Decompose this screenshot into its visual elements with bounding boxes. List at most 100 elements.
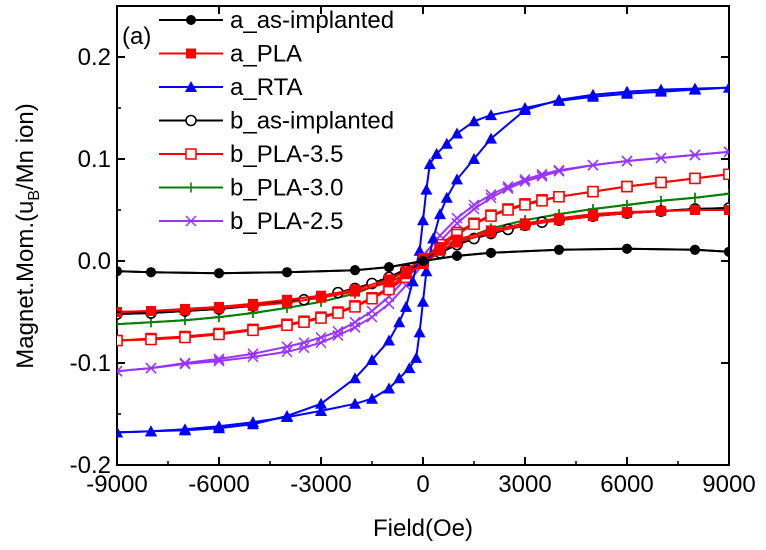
data-point: [145, 362, 157, 374]
data-point: [485, 210, 497, 222]
data-point: [451, 217, 463, 229]
data-point: [281, 319, 293, 332]
data-point: [145, 425, 157, 437]
data-point: [536, 170, 548, 182]
data-point: [689, 149, 701, 161]
panel-label: (a): [122, 23, 151, 50]
data-point: [117, 426, 123, 438]
data-point: [349, 301, 361, 313]
data-point: [690, 244, 700, 255]
axis-ticks: -9000 -6000 -3000 0 3000 6000 9000 -0.2 -0.1 0.0 0…: [70, 6, 756, 498]
data-point: [145, 333, 157, 346]
data-point: [393, 372, 406, 384]
data-point: [418, 256, 428, 266]
data-point: [214, 302, 224, 313]
data-point: [180, 315, 190, 326]
data-point: [146, 267, 156, 278]
data-point: [553, 190, 565, 203]
data-point: [452, 237, 462, 248]
y-tick-label: -0.1: [70, 350, 111, 377]
data-point: [519, 175, 531, 187]
data-point: [332, 307, 344, 319]
data-point: [146, 305, 156, 316]
data-point: [146, 317, 156, 328]
data-point: [485, 192, 497, 204]
data-point: [213, 420, 225, 432]
data-point: [247, 351, 259, 363]
plot-frame: [116, 5, 730, 466]
legend-item: b_as-implanted: [159, 108, 394, 135]
y-tick-label: 0.1: [78, 146, 111, 173]
data-point: [587, 185, 599, 198]
legend-label: b_PLA-2.5: [230, 208, 343, 235]
legend-item: b_PLA-3.0: [159, 175, 343, 202]
data-point: [349, 321, 361, 333]
data-point: [417, 295, 429, 307]
data-point: [656, 195, 666, 206]
data-point: [440, 137, 453, 149]
legend-swatch-marker: [185, 148, 197, 160]
data-point: [298, 337, 310, 349]
data-point: [427, 232, 440, 244]
data-point: [468, 153, 480, 164]
data-point: [349, 316, 361, 328]
data-point: [403, 362, 416, 374]
data-point: [468, 199, 480, 211]
data-point: [117, 319, 122, 330]
data-point: [502, 204, 514, 216]
data-point: [117, 266, 122, 277]
data-point: [332, 325, 344, 337]
data-point: [536, 168, 548, 180]
data-point: [248, 300, 258, 311]
data-point: [423, 158, 436, 170]
data-point: [690, 205, 700, 215]
data-point: [622, 208, 632, 219]
data-point: [723, 81, 729, 93]
series-a_RTA: [117, 81, 729, 438]
legend-item: a_RTA: [159, 74, 302, 101]
data-point: [315, 404, 327, 416]
data-point: [554, 215, 564, 226]
data-point: [502, 181, 514, 193]
data-point: [430, 147, 443, 159]
data-point: [553, 93, 565, 105]
x-tick-label: -6000: [188, 471, 249, 498]
data-point: [413, 326, 426, 338]
data-point: [315, 337, 327, 349]
data-point: [440, 191, 453, 203]
data-point: [366, 353, 378, 365]
legend-label: b_PLA-3.0: [230, 175, 343, 202]
data-point: [179, 331, 191, 344]
data-point: [400, 300, 412, 312]
legend: a_as-implanted a_PLA a_RTA b_as-implanted b_…: [159, 7, 394, 235]
x-tick-label: 3000: [498, 471, 551, 498]
data-point: [468, 203, 480, 215]
data-point: [332, 329, 344, 341]
data-point: [179, 423, 191, 435]
data-point: [401, 269, 411, 280]
x-tick-label: -3000: [290, 471, 351, 498]
series-layer: [117, 81, 729, 438]
legend-swatch-marker: [185, 81, 197, 92]
data-point: [468, 115, 480, 127]
data-point: [485, 132, 497, 144]
data-point: [383, 382, 395, 394]
data-point: [315, 312, 327, 324]
data-point: [383, 298, 395, 310]
data-point: [298, 342, 310, 354]
x-tick-label: 0: [416, 471, 429, 498]
data-point: [621, 180, 633, 193]
legend-label: b_PLA-3.5: [230, 141, 343, 168]
data-point: [350, 265, 360, 276]
legend-label: b_as-implanted: [230, 108, 394, 135]
data-point: [655, 152, 667, 164]
data-point: [553, 165, 565, 177]
data-point: [452, 250, 462, 261]
data-point: [384, 277, 394, 288]
data-point: [451, 212, 463, 224]
data-point: [485, 109, 497, 121]
data-point: [214, 268, 224, 279]
data-point: [519, 104, 531, 116]
data-point: [298, 316, 310, 328]
data-point: [723, 168, 729, 181]
